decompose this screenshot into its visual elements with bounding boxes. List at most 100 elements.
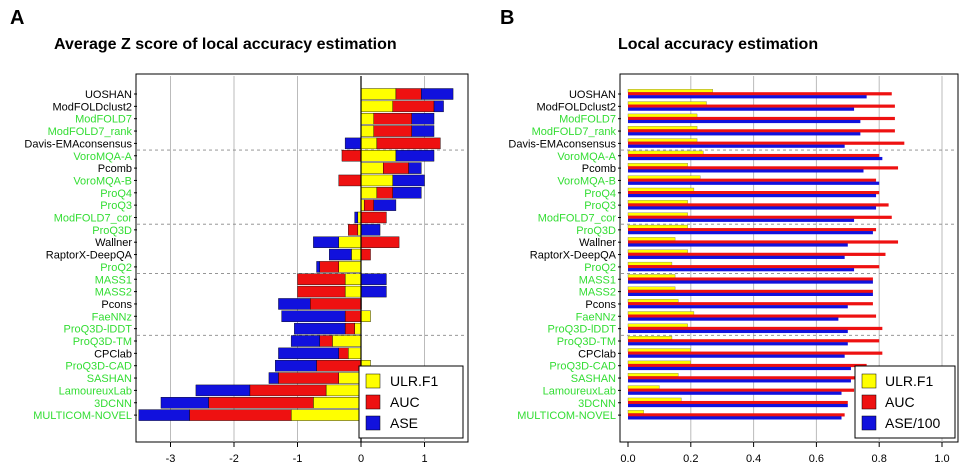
panel-a-bars: [138, 88, 454, 421]
panel-b-bar-ase-100: [628, 107, 855, 111]
panel-a-bar-ulr-f1: [332, 335, 362, 347]
panel-b-bar-ase-100: [628, 329, 848, 334]
panel-a-bar-auc: [297, 285, 346, 298]
panel-a-bar-auc: [344, 310, 362, 322]
panel-b-x-tick-label: 0.4: [746, 453, 761, 465]
panel-a-bar-ase: [408, 162, 422, 174]
panel-b-legend-label: AUC: [885, 394, 915, 410]
panel-b-bar-auc: [628, 166, 899, 170]
panel-b-category-label: Wallner: [579, 237, 616, 249]
panel-a-bar-ase: [313, 236, 339, 248]
panel-a-category-label: MASS2: [95, 287, 132, 299]
panel-a-bar-ulr-f1: [360, 162, 384, 174]
panel-a-category-label: CPClab: [94, 348, 132, 360]
panel-a-plot-frame: [135, 73, 469, 443]
panel-a-bar-auc: [338, 174, 362, 187]
panel-a-title: Average Z score of local accuracy estima…: [54, 36, 397, 53]
panel-a-bar-ulr-f1: [354, 322, 362, 335]
panel-a-x-tick-label: -3: [166, 453, 176, 465]
panel-b-category-label: FaeNNz: [576, 311, 616, 323]
panel-b-bar-ase-100: [628, 206, 877, 210]
panel-b-bar-ase-100: [628, 132, 861, 136]
panel-a-bar-ulr-f1: [351, 248, 362, 261]
panel-a-bar-ulr-f1: [338, 372, 362, 384]
panel-a-category-label: LamoureuxLab: [59, 385, 132, 397]
panel-b-bar-ulr-f1: [627, 348, 691, 352]
panel-b-category-label: ProQ4: [584, 188, 616, 200]
panel-a-category-label: ModFOLD7_cor: [54, 213, 133, 225]
panel-b-bar-auc: [628, 363, 867, 368]
panel-a-category-label: VoroMQA-B: [73, 175, 132, 187]
panel-b-bar-auc: [628, 413, 845, 417]
panel-a-letter: A: [10, 7, 24, 29]
panel-a-bar-ase: [281, 310, 346, 322]
panel-b-bar-ase-100: [628, 280, 873, 284]
panel-b-bar-ulr-f1: [627, 187, 695, 192]
panel-b-bar-ulr-f1: [627, 175, 701, 179]
panel-b: B Local accuracy estimation UOSHANModFOL…: [500, 7, 959, 465]
panel-a-bar-ulr-f1: [360, 137, 378, 150]
panel-a-legend-label: ASE: [390, 415, 418, 431]
panel-a-bar-auc: [344, 322, 355, 335]
panel-b-category-label: MASS1: [579, 274, 616, 286]
panel-a-category-label: ModFOLD7_rank: [48, 126, 133, 138]
panel-a-bar-ulr-f1: [360, 174, 393, 187]
panel-a-bar-ase: [373, 199, 397, 211]
panel-b-bar-auc: [628, 178, 877, 182]
panel-a-category-label: VoroMQA-A: [73, 151, 132, 163]
panel-a-bar-auc: [348, 224, 359, 236]
panel-a-bar-auc: [360, 248, 371, 261]
panel-a-legend-label: AUC: [390, 394, 420, 410]
panel-a-bar-ase: [421, 88, 454, 100]
panel-a-bar-auc: [360, 236, 400, 248]
panel-b-bar-auc: [628, 339, 880, 343]
panel-b-bar-ulr-f1: [627, 249, 688, 254]
panel-a-category-label: ModFOLD7: [75, 114, 132, 126]
panel-b-x-axis: 0.0 0.2 0.4 0.6 0.8 1.0: [620, 442, 950, 465]
panel-a-bar-ulr-f1: [348, 347, 362, 360]
panel-b-bar-ase-100: [628, 416, 842, 420]
panel-b-x-tick-label: 0.8: [872, 453, 887, 465]
panel-a-bar-ase: [433, 100, 444, 113]
panel-b-bar-ase-100: [628, 218, 855, 222]
panel-b-bar-ase-100: [628, 391, 842, 395]
panel-a-category-label: MULTICOM-NOVEL: [33, 410, 132, 422]
panel-a-category-label: ModFOLDclust2: [53, 101, 132, 113]
panel-b-bar-ulr-f1: [627, 101, 707, 105]
panel-b-legend-label: ASE/100: [885, 415, 940, 431]
panel-b-plot-frame: [619, 73, 959, 443]
panel-a-bar-auc: [360, 211, 387, 224]
panel-a-bar-auc: [319, 261, 339, 273]
panel-a-category-labels: UOSHANModFOLDclust2ModFOLD7ModFOLD7_rank…: [24, 89, 137, 422]
panel-b-bar-ase-100: [628, 169, 864, 173]
panel-b-bar-auc: [628, 129, 895, 133]
panel-a-category-label: Pcons: [101, 299, 132, 311]
panel-a-bar-ase: [278, 298, 311, 310]
panel-b-category-label: Davis-EMAconsensus: [508, 138, 616, 150]
panel-b-category-labels: UOSHANModFOLDclust2ModFOLD7ModFOLD7_rank…: [508, 89, 621, 422]
panel-b-category-label: ProQ3D-lDDT: [548, 324, 617, 336]
panel-b-category-label: ProQ3: [584, 200, 616, 212]
panel-b-bar-ase-100: [628, 317, 839, 321]
panel-a-bar-ase: [395, 150, 435, 162]
panel-b-category-label: ProQ3D-CAD: [549, 361, 616, 373]
panel-a-legend-label: ULR.F1: [390, 373, 438, 389]
panel-a: A Average Z score of local accuracy esti…: [10, 7, 469, 465]
panel-b-bar-ulr-f1: [627, 410, 644, 414]
panel-b-bar-ulr-f1: [627, 298, 679, 303]
panel-b-bars: [627, 89, 905, 420]
panel-b-bar-auc: [628, 302, 873, 306]
panel-b-bar-ase-100: [628, 268, 855, 272]
panel-a-bar-ase: [329, 248, 352, 261]
panel-a-legend-swatch: [365, 415, 381, 431]
panel-a-bar-ase: [138, 409, 190, 421]
panel-b-bar-ulr-f1: [627, 126, 698, 130]
panel-b-bar-ulr-f1: [627, 138, 698, 142]
panel-a-bar-ulr-f1: [360, 150, 397, 162]
panel-b-category-label: SASHAN: [571, 373, 616, 385]
panel-b-bar-ase-100: [628, 342, 848, 346]
panel-b-category-label: VoroMQA-B: [557, 175, 616, 187]
panel-a-bar-ulr-f1: [313, 397, 362, 409]
panel-b-bar-auc: [628, 265, 880, 269]
panel-b-bar-auc: [628, 240, 899, 244]
